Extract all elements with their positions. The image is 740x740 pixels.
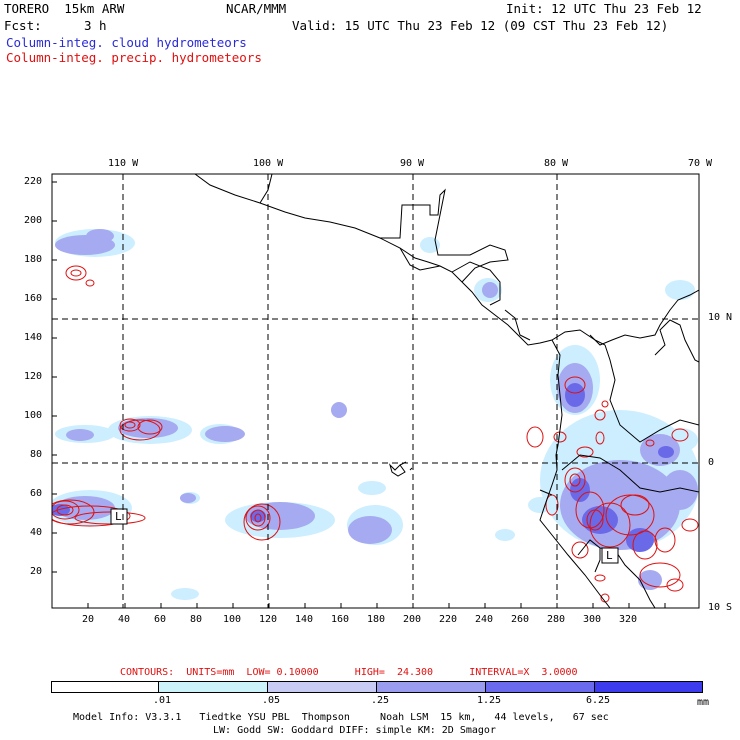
x-tick-label: 320 — [619, 614, 638, 625]
y-tick-label: 120 — [24, 371, 43, 382]
colorbar-bin — [594, 681, 703, 693]
x-tick-label: 60 — [154, 614, 167, 625]
low-label-west: L — [115, 510, 122, 523]
x-tick-label: 280 — [547, 614, 566, 625]
y-tick-label: 220 — [24, 176, 43, 187]
x-tick-label: 160 — [331, 614, 350, 625]
colorbar-bin — [158, 681, 268, 693]
model-physics: LW: Godd SW: Goddard DIFF: simple KM: 2D… — [213, 725, 496, 736]
x-tick-label: 140 — [295, 614, 314, 625]
x-tick-label: 180 — [367, 614, 386, 625]
center-name: NCAR/MMM — [226, 1, 287, 16]
x-tick-label: 300 — [583, 614, 602, 625]
colorbar-bin — [267, 681, 377, 693]
low-label-east: L — [606, 549, 613, 562]
forecast-label: Fcst: — [4, 18, 42, 33]
lat-label: 0 — [708, 457, 715, 468]
y-tick-label: 80 — [30, 449, 43, 460]
colorbar-bin — [376, 681, 486, 693]
lon-label: 80 W — [544, 158, 569, 169]
forecast-value: 3 h — [84, 18, 107, 33]
colorbar-bin — [485, 681, 595, 693]
colorbar-tick: 1.25 — [477, 695, 502, 706]
colorbar-units: mm — [697, 697, 710, 708]
cloud-shading-dark — [52, 383, 674, 552]
lat-label: 10 N — [708, 312, 733, 323]
map-frame — [51, 173, 700, 609]
x-tick-label: 240 — [475, 614, 494, 625]
cloud-shading-mid — [55, 229, 698, 590]
lon-label: 110 W — [108, 158, 139, 169]
x-tick-label: 100 — [223, 614, 242, 625]
y-tick-label: 160 — [24, 293, 43, 304]
y-tick-label: 20 — [30, 566, 43, 577]
lon-label: 90 W — [400, 158, 425, 169]
colorbar-tick: 6.25 — [586, 695, 611, 706]
coastlines — [194, 174, 699, 608]
y-tick-label: 40 — [30, 527, 43, 538]
y-tick-label: 180 — [24, 254, 43, 265]
legend-cloud: Column-integ. cloud hydrometeors — [6, 35, 247, 50]
colorbar-tick: .05 — [262, 695, 281, 706]
model-name: TORERO 15km ARW — [4, 1, 125, 16]
low-markers — [110, 508, 619, 564]
x-tick-label: 20 — [82, 614, 95, 625]
x-tick-label: 40 — [118, 614, 131, 625]
init-time: Init: 12 UTC Thu 23 Feb 12 — [506, 1, 702, 16]
x-tick-label: 260 — [511, 614, 530, 625]
colorbar-tick: .01 — [153, 695, 172, 706]
colorbar-bin — [51, 681, 159, 693]
x-tick-label: 80 — [190, 614, 203, 625]
y-tick-label: 140 — [24, 332, 43, 343]
x-tick-label: 200 — [403, 614, 422, 625]
valid-time: Valid: 15 UTC Thu 23 Feb 12 (09 CST Thu … — [292, 18, 669, 33]
lat-label: 10 S — [708, 602, 733, 613]
axis-ticks — [52, 181, 666, 608]
x-tick-label: 120 — [259, 614, 278, 625]
contours-info: CONTOURS: UNITS=mm LOW= 0.10000 HIGH= 24… — [120, 667, 578, 678]
y-tick-label: 200 — [24, 215, 43, 226]
legend-precip: Column-integ. precip. hydrometeors — [6, 50, 262, 65]
lon-label: 100 W — [253, 158, 284, 169]
model-info: Model Info: V3.3.1 Tiedtke YSU PBL Thomp… — [73, 712, 609, 723]
colorbar-tick: .25 — [371, 695, 390, 706]
x-tick-label: 220 — [439, 614, 458, 625]
lat-lon-grid — [52, 174, 699, 608]
y-tick-label: 60 — [30, 488, 43, 499]
precip-contours — [52, 265, 699, 603]
y-tick-label: 100 — [24, 410, 43, 421]
lon-label: 70 W — [688, 158, 713, 169]
